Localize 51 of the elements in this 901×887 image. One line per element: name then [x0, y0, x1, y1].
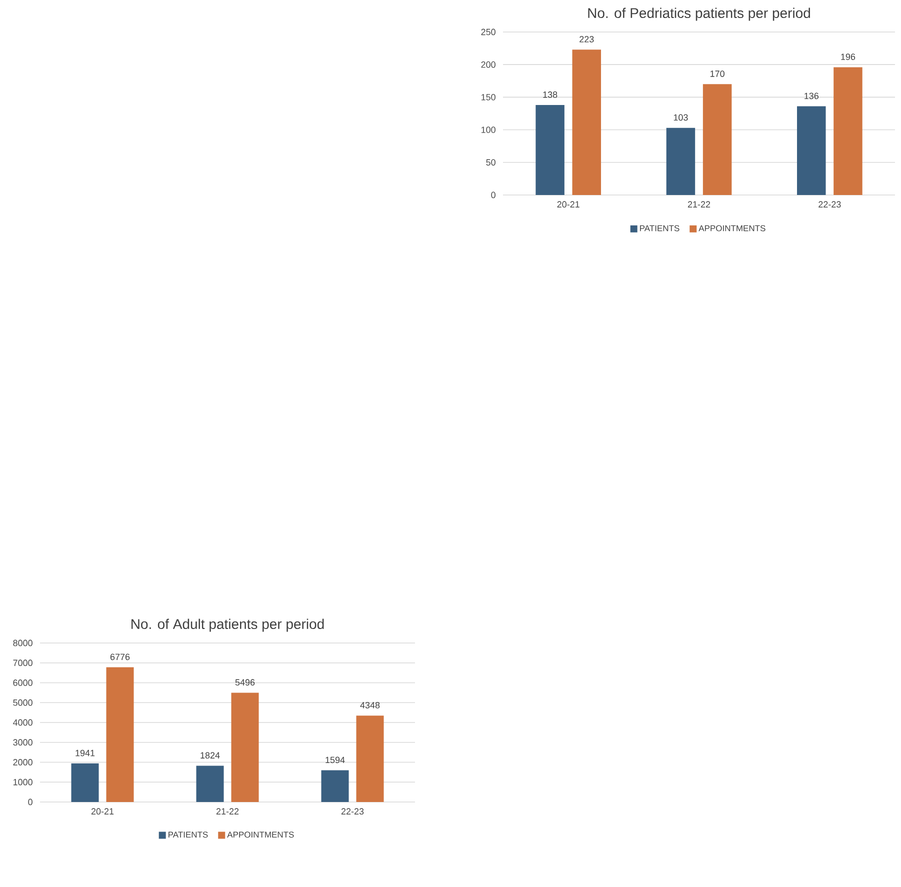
data-label: 1824: [200, 752, 220, 759]
chart-title: No. of Pedriatics patients per period: [588, 8, 810, 21]
legend-label: PATIENTS: [640, 225, 680, 232]
bar: [834, 67, 862, 195]
bar: [356, 716, 384, 802]
data-label: 170: [710, 70, 724, 77]
x-tick-label: 20-21: [91, 808, 114, 815]
bar: [106, 667, 134, 802]
data-label: 5496: [235, 679, 255, 686]
x-tick-label: 21-22: [688, 201, 710, 208]
y-tick-label: 6000: [13, 680, 32, 686]
y-tick-label: 150: [481, 94, 496, 100]
y-tick-label: 50: [486, 159, 496, 166]
bar: [321, 770, 349, 802]
legend-label: APPOINTMENTS: [227, 832, 294, 838]
data-label: 103: [674, 114, 688, 121]
bar: [666, 128, 696, 195]
bar: [231, 692, 259, 802]
y-tick-label: 3000: [13, 739, 32, 746]
bar: [572, 50, 602, 195]
x-tick-label: 21-22: [216, 808, 239, 814]
y-tick-label: 1000: [13, 778, 32, 786]
data-label: 223: [580, 36, 594, 42]
data-label: 4348: [360, 702, 380, 708]
data-label: 6776: [110, 654, 130, 660]
y-tick-label: 7000: [13, 660, 32, 666]
y-tick-label: 0: [491, 192, 496, 198]
data-label: 136: [804, 92, 818, 100]
y-tick-label: 5000: [13, 699, 32, 706]
legend-label: PATIENTS: [168, 832, 208, 838]
chart-title: No. of Adult patients per period: [132, 618, 324, 632]
legend-label: APPOINTMENTS: [698, 225, 766, 232]
bar: [71, 763, 99, 802]
bar: [196, 766, 224, 802]
y-tick-label: 0: [28, 798, 32, 806]
data-label: 138: [543, 91, 558, 98]
x-tick-label: 20-21: [557, 201, 580, 208]
bar: [702, 84, 732, 195]
bar: [797, 106, 826, 195]
data-label: 1594: [326, 756, 345, 764]
x-tick-label: 22-23: [341, 808, 364, 815]
x-tick-label: 22-23: [818, 201, 841, 208]
y-tick-label: 2000: [13, 759, 32, 766]
y-tick-label: 250: [481, 28, 496, 36]
data-label: 1941: [76, 750, 95, 756]
y-tick-label: 8000: [13, 640, 32, 646]
data-label: 196: [841, 54, 856, 60]
bar: [536, 105, 564, 195]
y-tick-label: 4000: [12, 719, 32, 726]
y-tick-label: 200: [481, 61, 496, 68]
y-tick-label: 100: [481, 126, 496, 133]
